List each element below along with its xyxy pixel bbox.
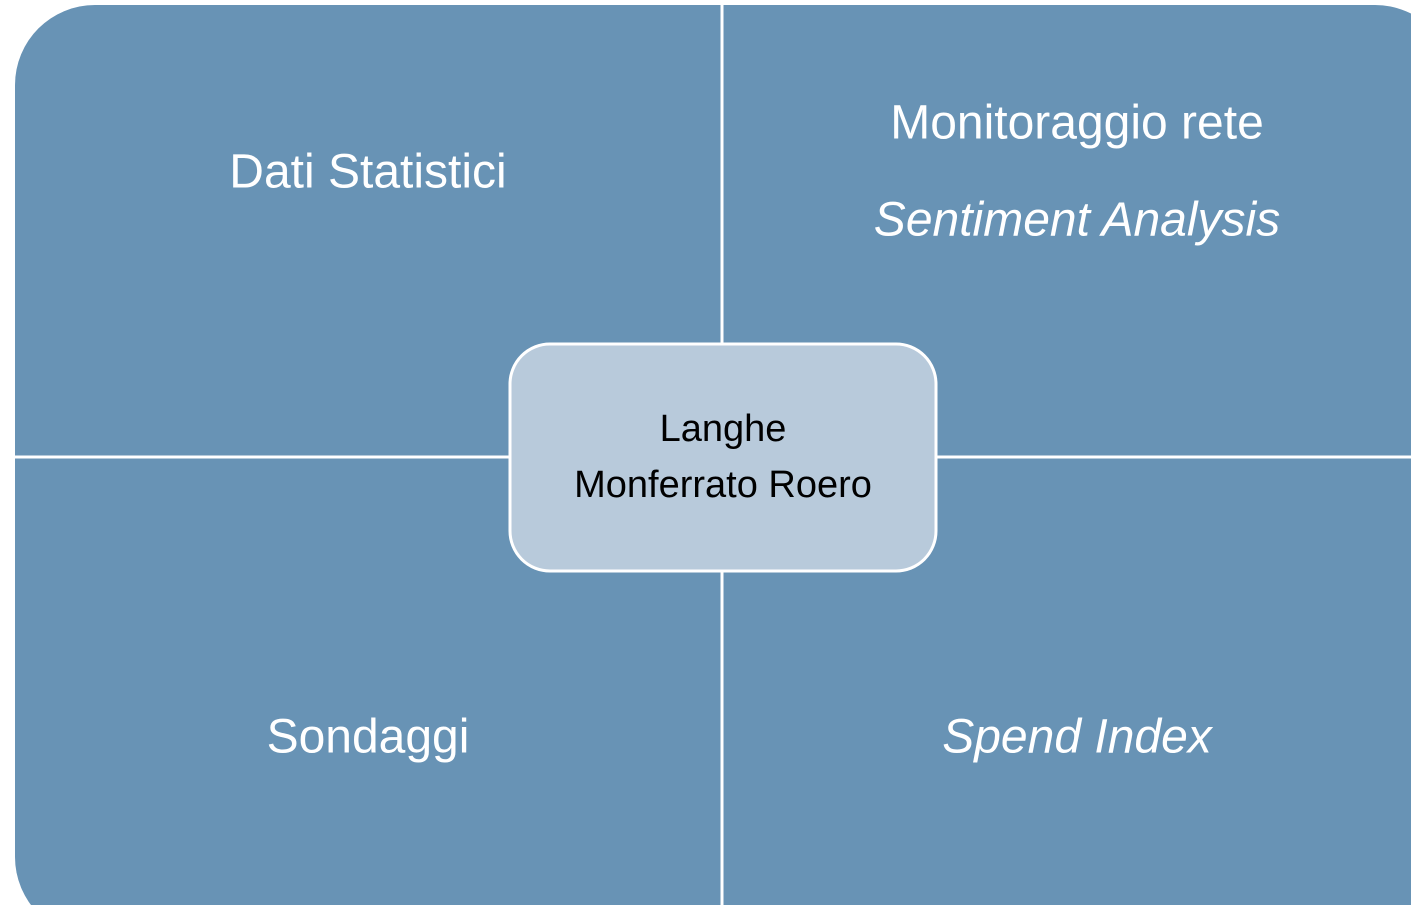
quadrant-label: Sentiment Analysis — [874, 194, 1280, 247]
center-box — [508, 342, 938, 573]
center-label: Monferrato Roero — [574, 464, 872, 506]
quadrant-label: Spend Index — [942, 711, 1214, 764]
quadrant-label: Monitoraggio rete — [890, 97, 1264, 150]
quadrant-label: Sondaggi — [267, 711, 470, 764]
center-label: Langhe — [660, 408, 787, 450]
quadrant-label: Dati Statistici — [229, 146, 506, 199]
